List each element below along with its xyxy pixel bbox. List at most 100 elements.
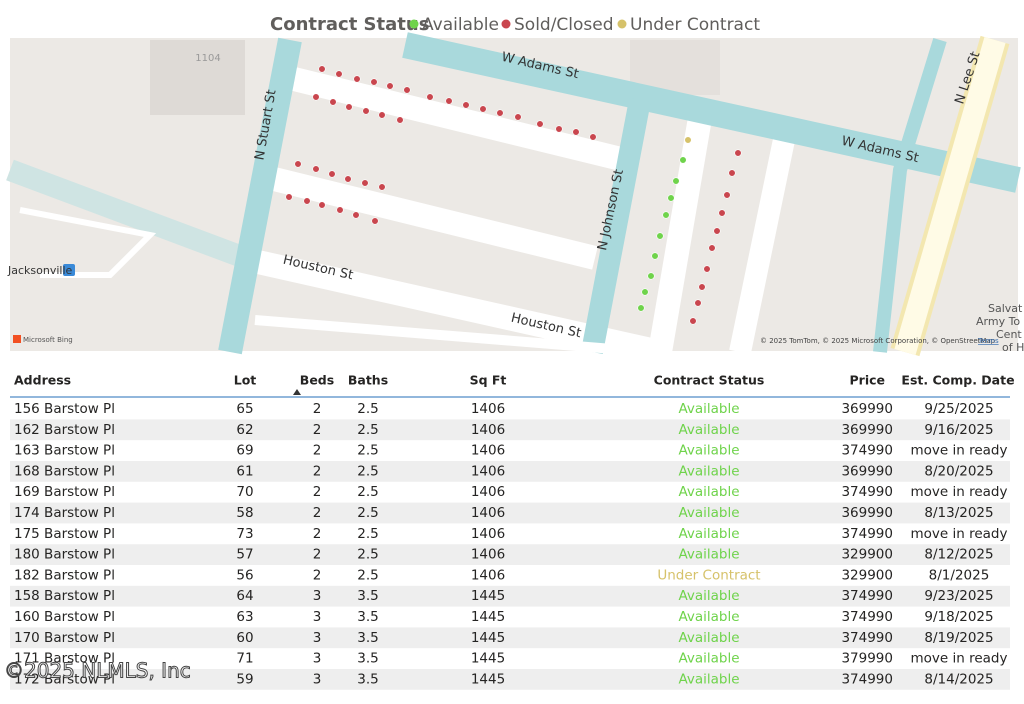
legend-label[interactable]: Sold/Closed [514,15,614,35]
table-cell: 61 [236,463,253,479]
table-cell: 1406 [471,526,505,542]
table-cell: 172 Barstow Pl [14,671,115,687]
map-marker[interactable] [371,217,379,225]
map-marker[interactable] [336,206,344,214]
map-marker[interactable] [713,227,721,235]
column-header[interactable]: Lot [234,373,257,388]
map-marker[interactable] [728,169,736,177]
map-marker[interactable] [555,125,563,133]
table-cell: 374990 [841,671,893,687]
map-marker[interactable] [479,105,487,113]
table-cell: 329900 [841,547,893,563]
column-header[interactable]: Beds [300,373,334,388]
table-cell: 2 [313,505,322,521]
map-marker[interactable] [403,86,411,94]
map-marker[interactable] [667,194,675,202]
map-marker[interactable] [294,160,302,168]
legend-label[interactable]: Under Contract [630,15,760,35]
map-marker[interactable] [718,209,726,217]
row-shade [10,585,1010,607]
map-marker[interactable] [684,136,692,144]
map-marker[interactable] [679,156,687,164]
legend-label[interactable]: Available [422,15,499,35]
map-marker[interactable] [386,82,394,90]
map-marker[interactable] [312,165,320,173]
table-cell: 182 Barstow Pl [14,567,115,583]
map-marker[interactable] [462,101,470,109]
table-cell: Under Contract [657,567,760,583]
table-cell: 59 [236,671,253,687]
column-header[interactable]: Baths [348,373,388,388]
map-marker[interactable] [496,109,504,117]
roads [6,32,1021,364]
map-marker[interactable] [703,265,711,273]
map-marker[interactable] [698,283,706,291]
map-marker[interactable] [672,177,680,185]
table-cell: 3 [313,588,322,604]
map-attribution: © 2025 TomTom, © 2025 Microsoft Corporat… [760,337,996,345]
table-cell: 2.5 [357,547,378,563]
column-header[interactable]: Price [850,373,886,388]
map-marker[interactable] [572,128,580,136]
map-marker[interactable] [335,70,343,78]
map-marker[interactable] [345,103,353,111]
table-cell: Available [678,422,739,438]
map-marker[interactable] [352,211,360,219]
map-marker[interactable] [656,232,664,240]
map-marker[interactable] [312,93,320,101]
table-cell: 1445 [471,609,505,625]
map-marker[interactable] [353,75,361,83]
map[interactable]: 1104 W Adams St W Adams St N Stuart St N… [6,32,1024,364]
column-header[interactable]: Contract Status [654,373,765,388]
table-cell: 1406 [471,422,505,438]
map-marker[interactable] [734,149,742,157]
column-header[interactable]: Est. Comp. Date [901,373,1014,388]
map-marker[interactable] [378,111,386,119]
map-marker[interactable] [361,179,369,187]
map-marker[interactable] [647,272,655,280]
column-header[interactable]: Address [14,373,71,388]
map-marker[interactable] [344,175,352,183]
table-cell: 3.5 [357,609,378,625]
map-marker[interactable] [637,304,645,312]
transit-icon [63,264,75,276]
map-marker[interactable] [329,98,337,106]
map-marker[interactable] [378,183,386,191]
map-terms[interactable]: Terms [977,337,999,345]
map-marker[interactable] [285,193,293,201]
landmark-label: Cent [996,328,1022,341]
table-cell: Available [678,463,739,479]
map-marker[interactable] [641,288,649,296]
table-cell: 369990 [841,463,893,479]
table-cell: 2.5 [357,484,378,500]
map-marker[interactable] [362,107,370,115]
map-marker[interactable] [396,116,404,124]
map-marker[interactable] [318,201,326,209]
map-marker[interactable] [303,197,311,205]
map-marker[interactable] [689,317,697,325]
map-marker[interactable] [426,93,434,101]
table-cell: 58 [236,505,253,521]
table-cell: 1406 [471,463,505,479]
map-marker[interactable] [662,211,670,219]
table-cell: 2.5 [357,463,378,479]
sort-indicator[interactable] [293,389,301,395]
map-marker[interactable] [723,191,731,199]
map-marker[interactable] [651,252,659,260]
table-cell: 2 [313,484,322,500]
table-cell: 9/16/2025 [924,422,993,438]
table-cell: Available [678,651,739,667]
table-cell: 369990 [841,422,893,438]
column-header[interactable]: Sq Ft [470,373,507,388]
map-marker[interactable] [328,170,336,178]
map-marker[interactable] [694,299,702,307]
map-marker[interactable] [589,133,597,141]
table-cell: 62 [236,422,253,438]
map-marker[interactable] [514,113,522,121]
table-cell: Available [678,588,739,604]
map-marker[interactable] [536,120,544,128]
map-marker[interactable] [445,97,453,105]
map-marker[interactable] [708,244,716,252]
map-marker[interactable] [370,78,378,86]
map-marker[interactable] [318,65,326,73]
